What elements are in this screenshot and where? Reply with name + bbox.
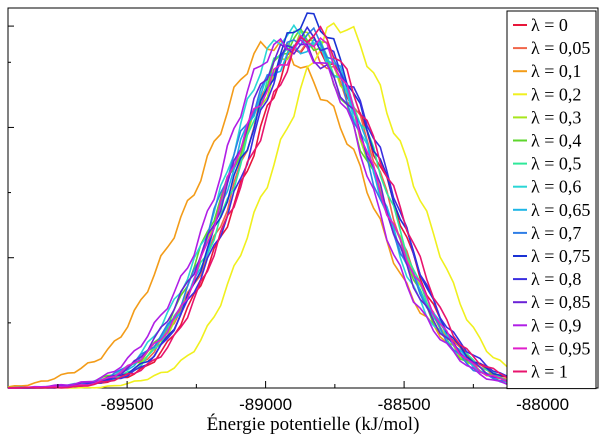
series-line-15 <box>7 25 594 389</box>
legend-label: λ = 0,05 <box>531 38 590 58</box>
axes: -89500 -89000 -88500 -88000 <box>8 25 569 414</box>
legend-label: λ = 0,8 <box>531 269 581 289</box>
series-line-13 <box>7 37 594 389</box>
series-line-7 <box>8 23 594 389</box>
series-lines <box>7 12 594 389</box>
plot-area <box>7 7 599 389</box>
series-line-10 <box>7 12 594 389</box>
legend-label: λ = 0,5 <box>531 154 581 174</box>
legend-label: λ = 0,85 <box>531 292 590 312</box>
series-line-4 <box>8 30 594 389</box>
x-tick-label: -88000 <box>516 395 569 414</box>
series-line-3 <box>8 22 594 389</box>
legend-label: λ = 0,6 <box>531 177 581 197</box>
series-line-14 <box>7 34 594 389</box>
series-line-12 <box>8 43 594 389</box>
legend: λ = 0 λ = 0,05 λ = 0,1 λ = 0,2 λ = 0,3 λ = 0,… <box>506 10 597 390</box>
series-line-2 <box>7 39 594 389</box>
legend-label: λ = 0,1 <box>531 61 581 81</box>
legend-label: λ = 0,4 <box>531 131 581 151</box>
plot-frame <box>7 7 599 389</box>
legend-label: λ = 0,2 <box>531 84 581 104</box>
series-line-11 <box>7 25 594 389</box>
x-tick-label: -89000 <box>239 395 292 414</box>
series-line-5 <box>7 26 594 389</box>
x-tick-label: -88500 <box>378 395 431 414</box>
legend-label: λ = 0,65 <box>531 200 590 220</box>
legend-label: λ = 0,95 <box>531 338 590 358</box>
series-line-9 <box>7 26 594 389</box>
legend-label: λ = 0,75 <box>531 246 590 266</box>
legend-label: λ = 0,7 <box>531 223 581 243</box>
legend-label: λ = 1 <box>531 362 568 382</box>
x-axis-title: Énergie potentielle (kJ/mol) <box>207 413 420 435</box>
x-tick-label: -89500 <box>101 395 154 414</box>
series-line-1 <box>7 40 594 389</box>
legend-label: λ = 0 <box>531 15 568 35</box>
legend-label: λ = 0,3 <box>531 107 581 127</box>
series-line-6 <box>7 29 594 389</box>
legend-label: λ = 0,9 <box>531 315 581 335</box>
